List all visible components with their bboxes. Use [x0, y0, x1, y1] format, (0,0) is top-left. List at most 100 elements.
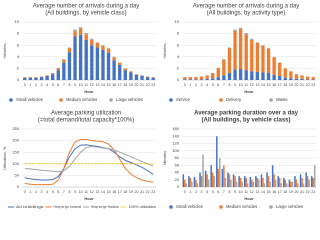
- x-tick-label: 4: [206, 83, 208, 87]
- bar-segment: [244, 70, 248, 80]
- legend-label: 100% utilization: [129, 205, 157, 209]
- bar: [230, 179, 232, 187]
- bar: [213, 176, 215, 187]
- bar: [204, 170, 207, 187]
- x-tick-label: 16: [272, 190, 276, 194]
- bar-segment: [62, 59, 66, 60]
- bar: [200, 176, 203, 187]
- x-tick-label: 0: [184, 83, 186, 87]
- x-tick-label: 3: [201, 83, 203, 87]
- bar-segment: [129, 71, 133, 73]
- x-tick-label: 22: [146, 190, 150, 194]
- bar-segment: [101, 45, 105, 50]
- bar-segment: [183, 79, 187, 80]
- bar: [295, 179, 298, 187]
- bar-segment: [305, 76, 310, 80]
- bar: [216, 136, 218, 187]
- x-tick-label: 8: [228, 190, 230, 194]
- y-tick-label: 0: [17, 77, 20, 82]
- x-tick-label: 12: [250, 190, 254, 194]
- y-tick-label: 8: [177, 31, 180, 36]
- bar-segment: [51, 73, 55, 75]
- bar: [211, 172, 214, 187]
- y-tick-label: 60: [175, 162, 180, 167]
- bar-segment: [106, 52, 111, 80]
- x-tick-label: 20: [134, 190, 138, 194]
- y-tick-label: 0: [17, 184, 20, 189]
- x-tick-label: 5: [52, 83, 54, 87]
- x-tick-label: 18: [283, 190, 287, 194]
- bar: [301, 177, 303, 187]
- bar-segment: [134, 74, 139, 80]
- bar-segment: [56, 68, 60, 71]
- x-tick-label: 4: [46, 190, 48, 194]
- bar: [305, 172, 307, 187]
- x-tick-label: 11: [244, 190, 248, 194]
- x-tick-label: 18: [123, 83, 127, 87]
- x-tick-label: 10: [239, 190, 243, 194]
- x-tick-label: 12: [250, 83, 254, 87]
- bar: [286, 183, 288, 187]
- x-tick-label: 0: [184, 190, 186, 194]
- bar-segment: [300, 78, 304, 80]
- bar: [228, 174, 231, 187]
- bar: [224, 177, 227, 187]
- y-tick-label: 6: [17, 42, 20, 47]
- bar: [273, 174, 275, 187]
- bar-segment: [188, 77, 193, 80]
- legend-label: Delivery: [226, 97, 242, 102]
- bar-segment: [101, 45, 105, 46]
- bar-segment: [278, 62, 282, 76]
- bar: [297, 183, 299, 187]
- bar: [274, 179, 277, 187]
- y-axis-label: Utilization, %: [2, 146, 7, 170]
- x-tick-label: 22: [306, 190, 310, 194]
- x-axis-label: Hour: [244, 89, 254, 94]
- bar-segment: [266, 48, 271, 74]
- bar-segment: [272, 57, 276, 75]
- legend-label: Small vehicles: [176, 204, 203, 209]
- bar-segment: [238, 28, 243, 69]
- legend-label: Large vehicles: [276, 204, 303, 209]
- bar-segment: [216, 67, 220, 69]
- bar-segment: [205, 75, 209, 79]
- legend-label: Service: [176, 97, 191, 102]
- bar-segment: [272, 56, 276, 58]
- legend-label: Medium vehicles: [226, 204, 257, 209]
- legend-marker: [269, 98, 273, 102]
- bar: [207, 179, 210, 187]
- bar: [235, 181, 238, 187]
- bar-segment: [95, 47, 100, 80]
- bar: [306, 176, 309, 187]
- x-tick-label: 7: [223, 190, 225, 194]
- x-tick-label: 8: [68, 83, 70, 87]
- chart-title: Average number of arrivals during a day: [193, 4, 300, 10]
- bar: [217, 168, 220, 187]
- bar: [263, 183, 266, 187]
- bar-segment: [233, 30, 237, 70]
- chart-subtitle: (=total demand/total capacity*100%): [38, 118, 135, 124]
- legend-marker: [59, 98, 63, 102]
- bar-segment: [222, 75, 226, 80]
- x-tick-label: 12: [90, 190, 94, 194]
- bar-segment: [134, 74, 139, 75]
- bar-segment: [227, 47, 232, 49]
- bar: [246, 183, 249, 187]
- bar-segment: [39, 76, 44, 78]
- bar: [206, 174, 208, 187]
- bar: [252, 181, 255, 187]
- bar-segment: [199, 76, 204, 80]
- bar: [196, 183, 199, 187]
- bar: [283, 177, 285, 187]
- y-tick-label: 200: [12, 138, 19, 143]
- bar: [269, 181, 271, 187]
- x-tick-label: 1: [189, 190, 191, 194]
- bar-segment: [266, 73, 271, 80]
- x-tick-label: 16: [272, 83, 276, 87]
- bar-segment: [45, 75, 49, 80]
- bar-segment: [216, 77, 220, 80]
- y-tick-label: 250: [12, 126, 19, 131]
- bar: [291, 181, 294, 187]
- x-tick-label: 9: [234, 190, 236, 194]
- x-tick-label: 11: [84, 190, 88, 194]
